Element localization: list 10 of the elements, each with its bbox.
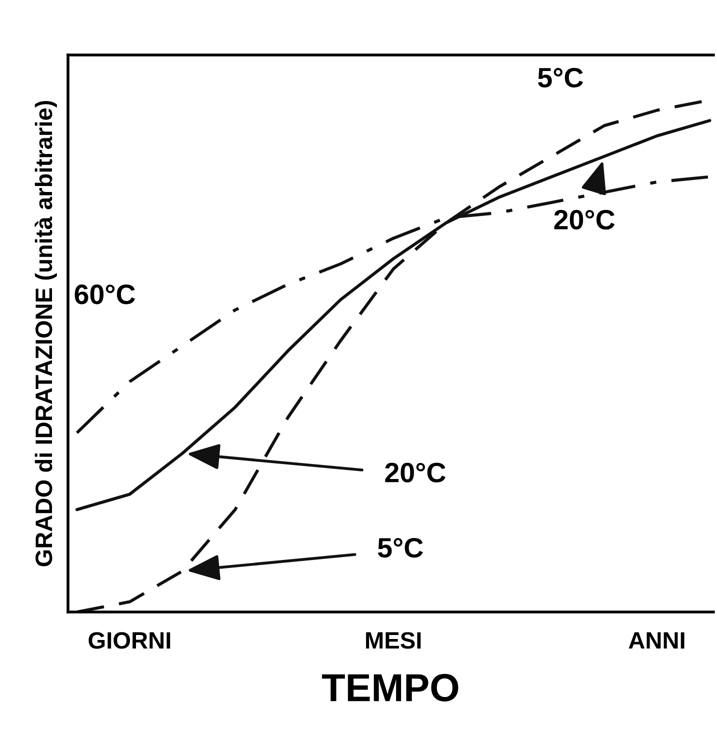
x-axis-title: TEMPO (322, 674, 458, 702)
x-tick-label: MESI (366, 632, 421, 649)
annotation: 5°C (378, 538, 423, 558)
text: 5°C (538, 68, 584, 88)
y-axis-title: GRADO di IDRATAZIONE (unità arbitrarie) (34, 100, 57, 566)
annotation: 20°C (554, 210, 615, 230)
x-tick-label: ANNI (628, 632, 684, 649)
annotation: 60°C (74, 284, 136, 304)
annotation: 20°C (385, 462, 446, 482)
x-tick-label: GIORNI (88, 632, 170, 649)
